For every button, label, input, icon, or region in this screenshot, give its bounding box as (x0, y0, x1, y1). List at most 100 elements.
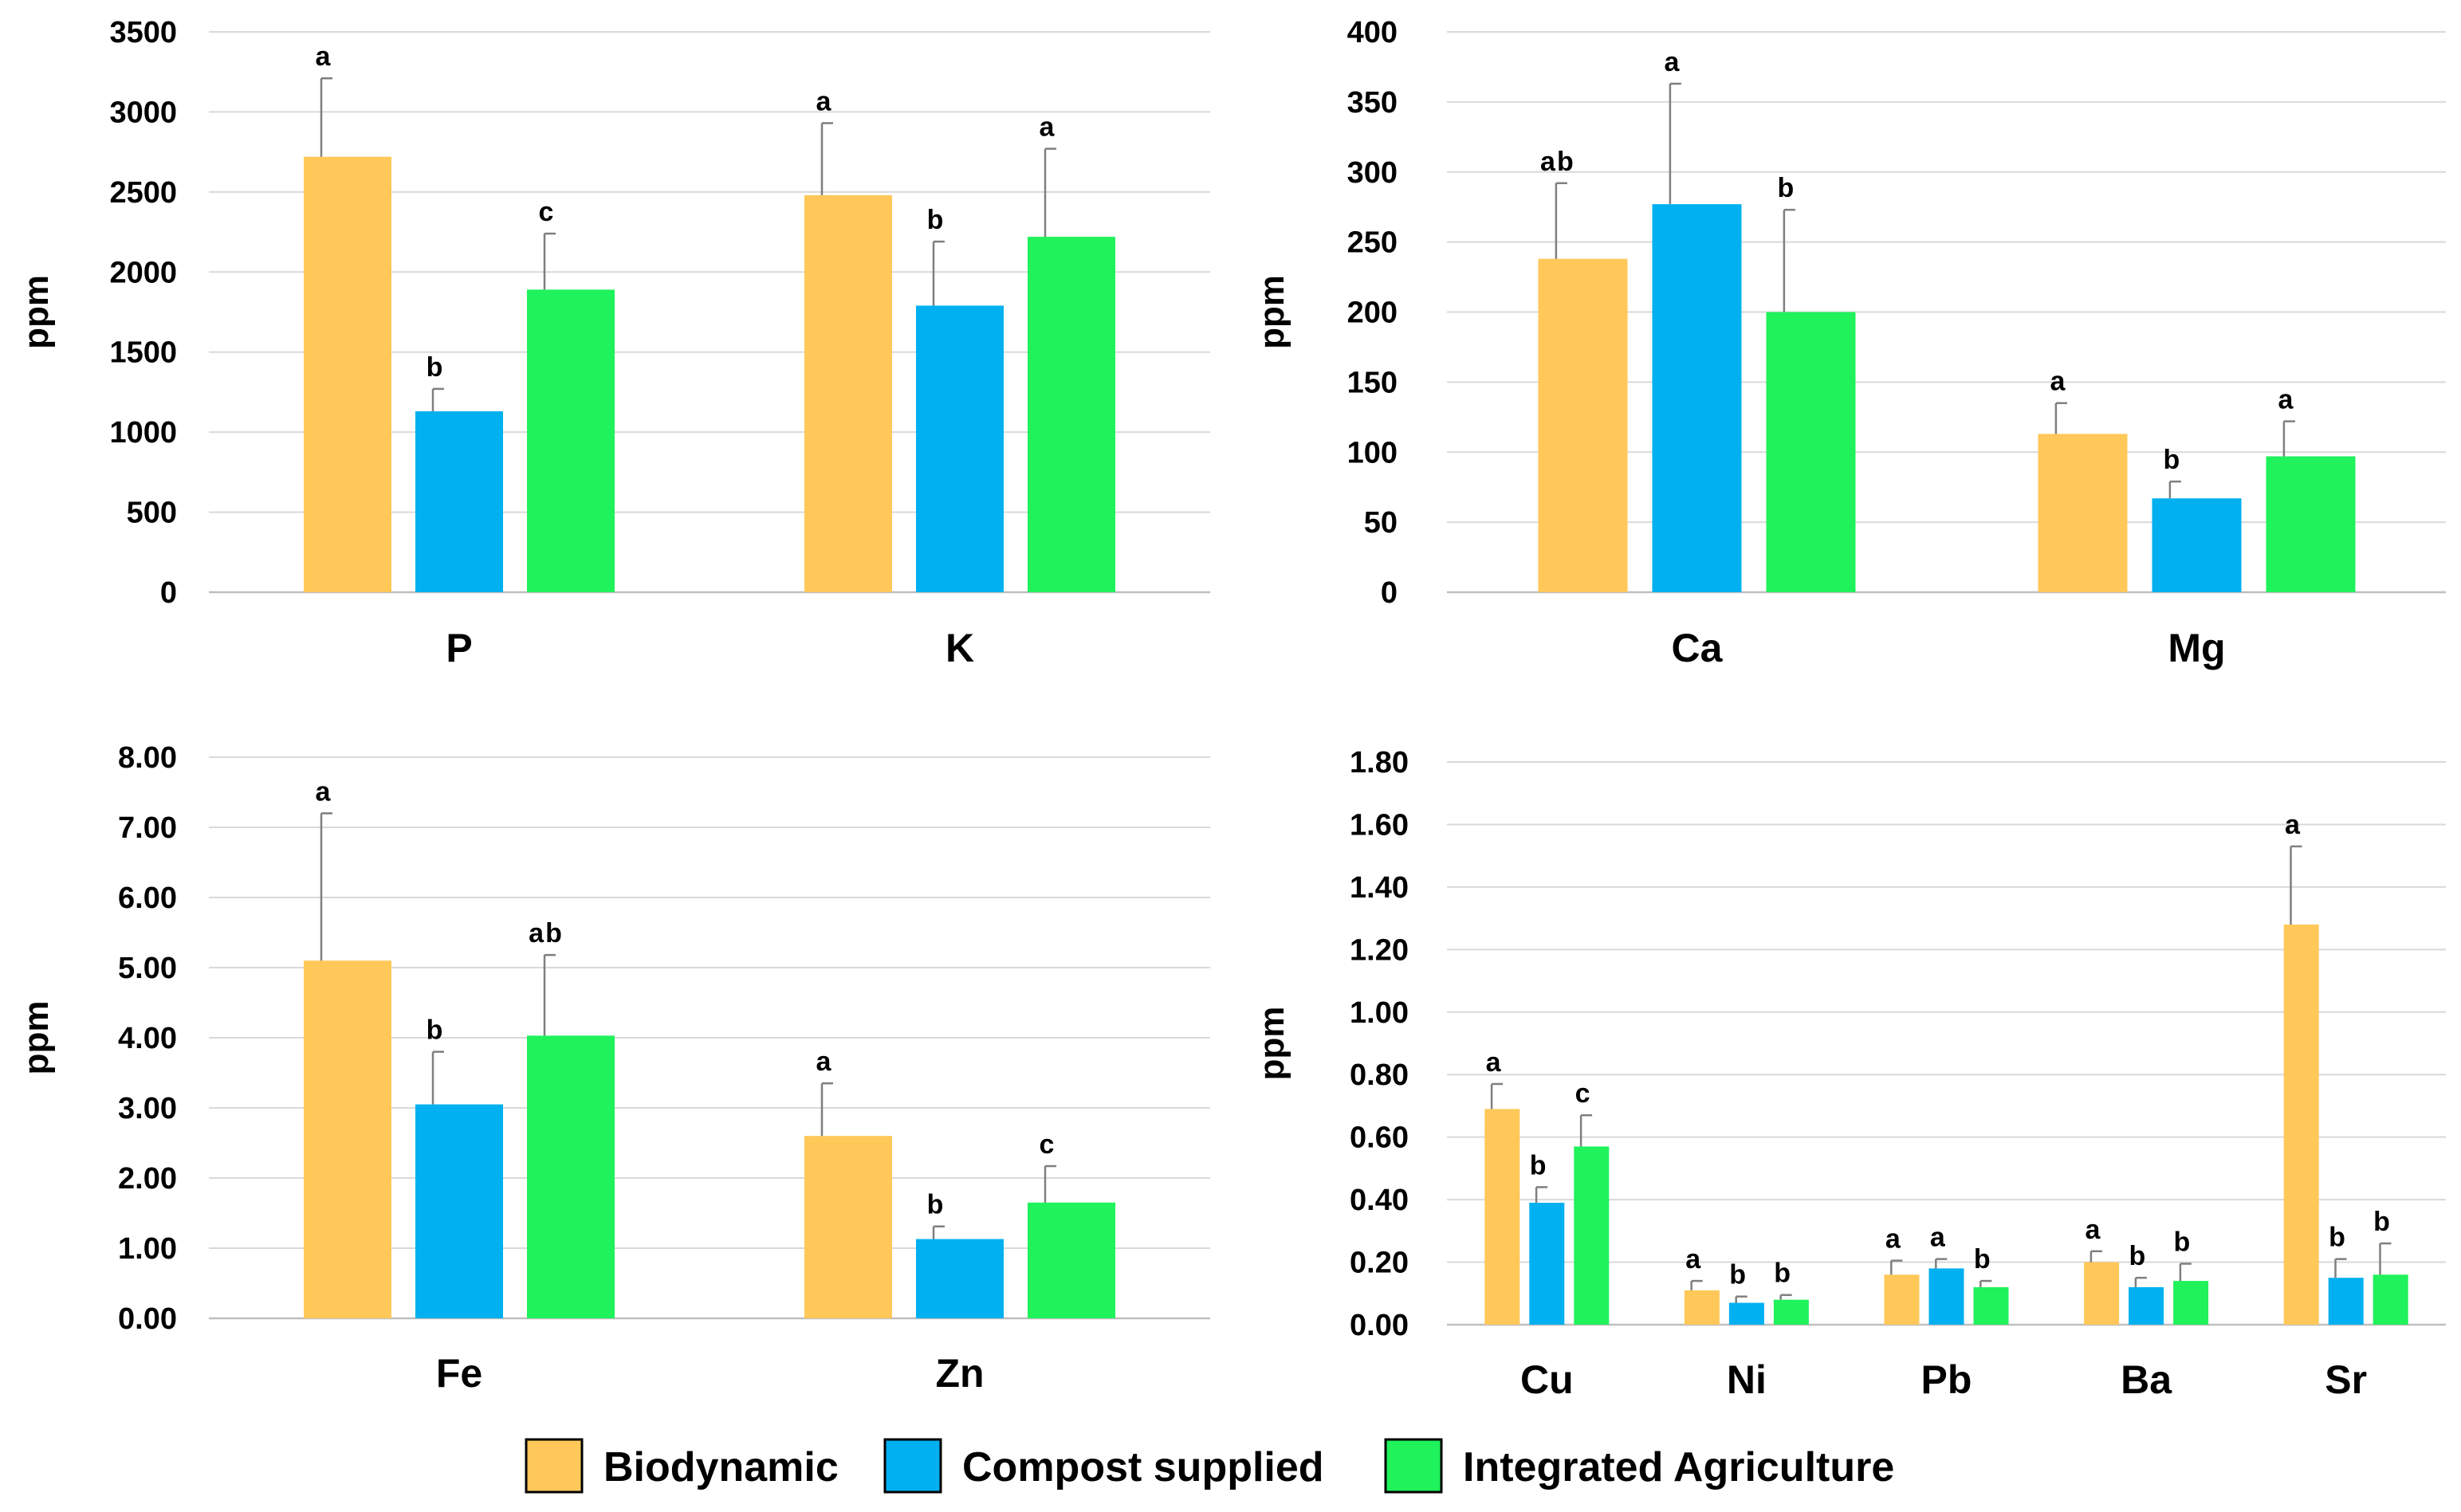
chart-panel-1: 0 500 1000 1500 2000 2500 3000 3500 ppm a b c Pa b a K (17, 16, 1210, 670)
bar-zn-biodynamic (804, 1136, 892, 1318)
significance-letter: b (1774, 1259, 1791, 1289)
category-label: Sr (2325, 1357, 2367, 1402)
y-tick-label: 0 (160, 576, 177, 610)
significance-letter: b (427, 352, 443, 383)
bar-ba-integrated-agriculture (2173, 1281, 2209, 1325)
y-tick-label: 200 (1347, 297, 1398, 330)
significance-letter: b (1729, 1260, 1746, 1290)
category-label: Ca (1672, 626, 1724, 670)
bar-mg-integrated-agriculture (2266, 456, 2356, 592)
significance-letter: b (927, 1190, 944, 1220)
bar-sr-integrated-agriculture (2373, 1274, 2408, 1325)
bar-pb-integrated-agriculture (1973, 1286, 2009, 1325)
bar-sr-compost-supplied (2328, 1278, 2364, 1325)
y-tick-label: 1000 (109, 416, 177, 450)
bar-ca-compost-supplied (1652, 204, 1742, 592)
y-axis-label: ppm (17, 1001, 56, 1075)
bar-zn-compost-supplied (916, 1239, 1004, 1318)
y-tick-label: 4.00 (118, 1022, 177, 1055)
significance-letter: a (816, 1047, 832, 1077)
chart-panel-3: 0.00 1.00 2.00 3.00 4.00 5.00 6.00 7.00 8.00 ppm a… (17, 741, 1210, 1396)
significance-letter: c (1575, 1078, 1590, 1109)
y-tick-label: 1.00 (118, 1232, 177, 1266)
bar-k-biodynamic (804, 194, 892, 593)
y-tick-label: 1.40 (1350, 871, 1409, 905)
category-label: Cu (1520, 1357, 1574, 1402)
y-tick-label: 0 (1381, 576, 1398, 610)
significance-letter: b (927, 205, 944, 235)
bar-ca-integrated-agriculture (1766, 312, 1856, 592)
y-tick-label: 1.20 (1350, 933, 1409, 967)
y-tick-label: 400 (1347, 16, 1398, 49)
bar-mg-biodynamic (2038, 434, 2128, 592)
significance-letter: a (1040, 112, 1056, 143)
bar-p-compost-supplied (415, 411, 503, 592)
significance-letter: a (2050, 367, 2066, 397)
significance-letter: a (2085, 1215, 2101, 1245)
category-label: P (446, 626, 472, 670)
category-label: K (945, 626, 974, 670)
category-label: Fe (436, 1351, 482, 1396)
bar-k-compost-supplied (916, 305, 1004, 592)
bar-ba-biodynamic (2084, 1262, 2120, 1325)
y-axis-label: ppm (1252, 1007, 1291, 1081)
significance-letter: ab (529, 918, 564, 948)
y-axis-label: ppm (1252, 275, 1291, 349)
y-tick-label: 500 (127, 497, 177, 530)
legend-label: Compost supplied (962, 1444, 1324, 1490)
bar-sr-biodynamic (2283, 924, 2319, 1325)
significance-letter: a (1930, 1223, 1946, 1253)
category-label: Ba (2121, 1357, 2172, 1402)
significance-letter: a (1685, 1244, 1701, 1274)
legend-swatch-integrated-agriculture (1384, 1438, 1443, 1494)
y-tick-label: 1500 (109, 336, 177, 370)
y-tick-label: 8.00 (118, 741, 177, 775)
y-tick-label: 100 (1347, 436, 1398, 469)
bar-fe-integrated-agriculture (527, 1035, 615, 1318)
category-label: Pb (1921, 1357, 1972, 1402)
bar-fe-compost-supplied (415, 1104, 503, 1318)
y-tick-label: 1.00 (1350, 996, 1409, 1030)
bar-cu-integrated-agriculture (1574, 1146, 1610, 1325)
bar-ni-integrated-agriculture (1773, 1299, 1809, 1325)
significance-letter: b (2129, 1241, 2146, 1271)
y-tick-label: 0.00 (1350, 1309, 1409, 1342)
bar-mg-compost-supplied (2152, 498, 2242, 592)
legend-swatch-compost-supplied (883, 1438, 942, 1494)
significance-letter: b (427, 1015, 443, 1046)
significance-letter: b (2329, 1223, 2345, 1253)
significance-letter: b (1530, 1150, 1547, 1180)
significance-letter: c (539, 197, 554, 227)
significance-letter: a (2278, 385, 2294, 415)
bar-p-integrated-agriculture (527, 289, 615, 592)
category-label: Zn (935, 1351, 984, 1396)
y-axis-label: ppm (17, 275, 56, 349)
bar-pb-biodynamic (1884, 1274, 1920, 1325)
bar-pb-compost-supplied (1928, 1268, 1964, 1325)
category-label: Ni (1727, 1357, 1767, 1402)
y-tick-label: 0.80 (1350, 1058, 1409, 1092)
significance-letter: a (2285, 810, 2301, 840)
category-label: Mg (2168, 626, 2225, 670)
y-tick-label: 300 (1347, 156, 1398, 190)
y-tick-label: 0.60 (1350, 1121, 1409, 1155)
y-tick-label: 3500 (109, 16, 177, 49)
bar-cu-biodynamic (1484, 1109, 1520, 1325)
chart-panel-4: 0.00 0.20 0.40 0.60 0.80 1.00 1.20 1.40 1.60 1.80… (1252, 746, 2446, 1402)
legend: Biodynamic Compost supplied Integrated Agr… (525, 1438, 1894, 1494)
bar-zn-integrated-agriculture (1028, 1202, 1115, 1318)
bar-fe-biodynamic (304, 960, 391, 1318)
significance-letter: b (2373, 1207, 2390, 1237)
y-tick-label: 3000 (109, 96, 177, 129)
y-tick-label: 1.60 (1350, 808, 1409, 842)
significance-letter: a (1885, 1224, 1901, 1255)
legend-label: Integrated Agriculture (1463, 1444, 1894, 1490)
y-tick-label: 0.00 (118, 1302, 177, 1336)
bar-k-integrated-agriculture (1028, 237, 1115, 592)
bar-ba-compost-supplied (2129, 1286, 2164, 1325)
y-tick-label: 3.00 (118, 1092, 177, 1125)
y-tick-label: 1.80 (1350, 746, 1409, 780)
bar-ni-compost-supplied (1728, 1302, 1764, 1325)
y-tick-label: 5.00 (118, 952, 177, 985)
